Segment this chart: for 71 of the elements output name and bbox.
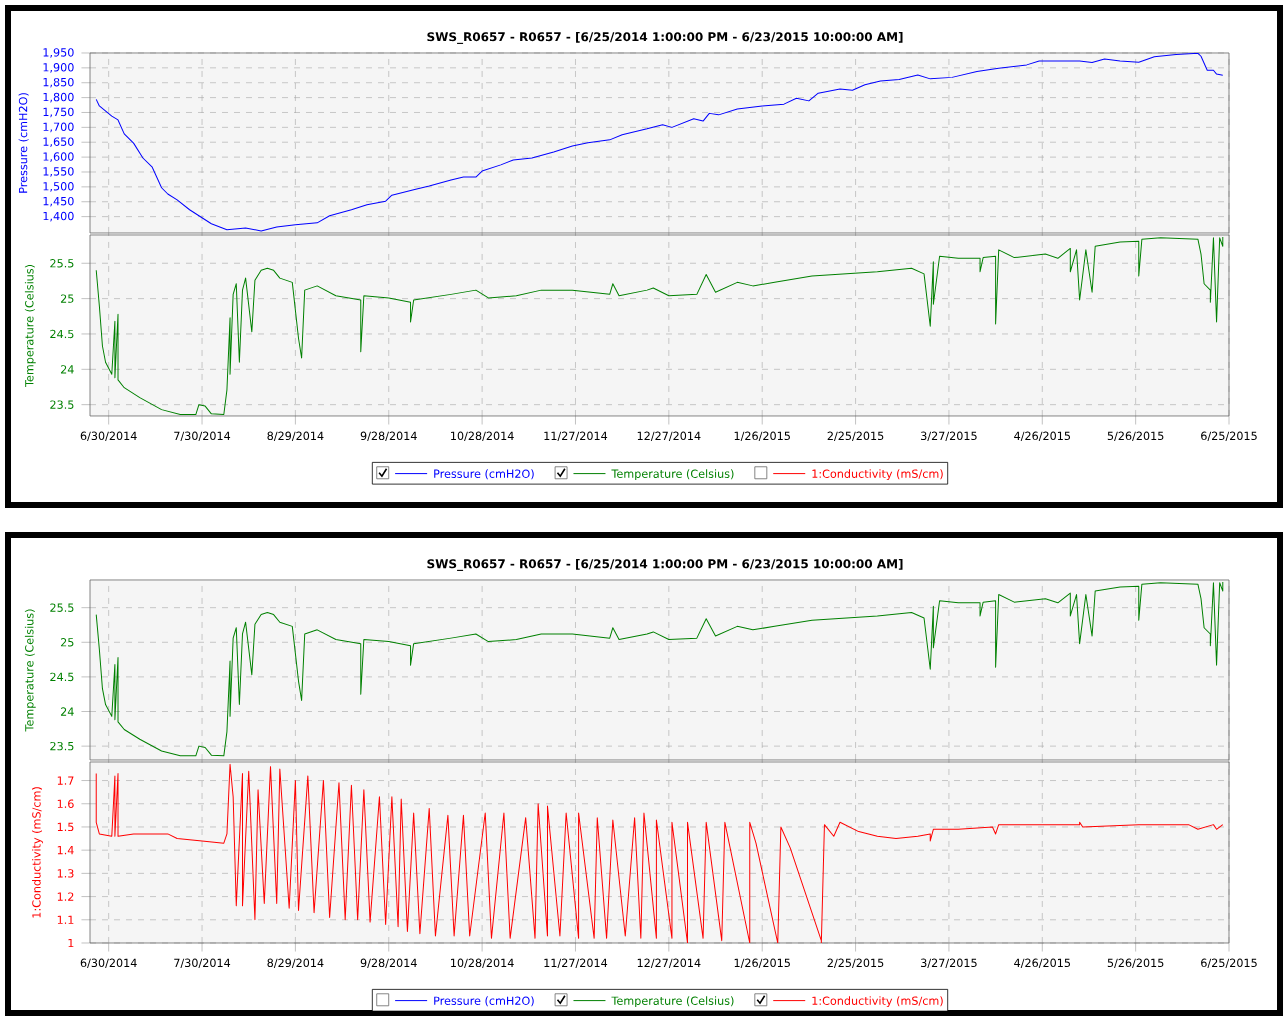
chart-title: SWS_R0657 - R0657 - [6/25/2014 1:00:00 PM - 6/23/2015 10:00:00 AM] bbox=[427, 31, 903, 44]
line-series bbox=[95, 581, 1224, 757]
y-tick-label: 24.5 bbox=[50, 329, 74, 339]
y-tick-label: 1,550 bbox=[43, 167, 74, 177]
x-tick-label: 2/25/2015 bbox=[827, 431, 884, 441]
y-tick-label: 1,600 bbox=[43, 152, 74, 162]
y-axis-title: Temperature (Celsius) bbox=[24, 609, 36, 732]
y-tick-label: 1.3 bbox=[57, 869, 74, 878]
y-tick-label: 1.6 bbox=[57, 799, 74, 808]
x-tick-label: 4/26/2015 bbox=[1014, 431, 1071, 441]
y-tick-label: 25.5 bbox=[50, 603, 74, 612]
y-tick-label: 1,400 bbox=[43, 211, 74, 222]
legend-label: Pressure (cmH2O) bbox=[434, 996, 534, 1007]
x-tick-label: 8/29/2014 bbox=[267, 431, 324, 441]
line-series bbox=[95, 236, 1224, 416]
y-tick-label: 1.2 bbox=[57, 892, 74, 901]
line-series bbox=[95, 52, 1224, 232]
y-tick-label: 1,950 bbox=[43, 48, 74, 58]
y-tick-label: 24 bbox=[60, 707, 74, 716]
y-tick-label: 23.5 bbox=[50, 741, 74, 751]
x-tick-label: 3/27/2015 bbox=[921, 958, 977, 968]
y-tick-label: 24 bbox=[60, 365, 74, 374]
x-tick-label: 6/25/2015 bbox=[1201, 431, 1257, 441]
y-tick-label: 25 bbox=[60, 638, 74, 647]
y-axis-title: Pressure (cmH2O) bbox=[18, 93, 29, 193]
x-tick-label: 7/30/2014 bbox=[174, 958, 231, 968]
y-tick-label: 1.7 bbox=[57, 776, 74, 785]
x-tick-label: 3/27/2015 bbox=[921, 431, 977, 441]
legend-label: 1:Conductivity (mS/cm) bbox=[812, 469, 943, 481]
y-tick-label: 1,650 bbox=[43, 137, 74, 148]
x-tick-label: 12/27/2014 bbox=[637, 431, 701, 441]
y-tick-label: 1.4 bbox=[57, 846, 74, 855]
legend-label: Pressure (cmH2O) bbox=[434, 469, 534, 480]
y-tick-label: 1,450 bbox=[43, 196, 74, 207]
x-tick-label: 5/26/2015 bbox=[1107, 958, 1164, 968]
x-tick-label: 12/27/2014 bbox=[637, 958, 701, 968]
x-tick-label: 1/26/2015 bbox=[734, 431, 790, 441]
y-tick-label: 1,750 bbox=[43, 107, 74, 118]
x-tick-label: 9/28/2014 bbox=[360, 431, 417, 441]
x-tick-label: 6/30/2014 bbox=[80, 958, 137, 968]
chart-title: SWS_R0657 - R0657 - [6/25/2014 1:00:00 PM - 6/23/2015 10:00:00 AM] bbox=[427, 559, 903, 571]
x-tick-label: 8/29/2014 bbox=[267, 958, 324, 968]
y-tick-label: 1.1 bbox=[57, 915, 74, 924]
y-tick-label: 1,900 bbox=[43, 63, 74, 73]
y-tick-label: 1,850 bbox=[43, 77, 74, 88]
x-tick-label: 6/30/2014 bbox=[80, 431, 137, 441]
x-tick-label: 7/30/2014 bbox=[174, 431, 231, 441]
y-tick-label: 1 bbox=[68, 938, 74, 948]
y-tick-label: 1,500 bbox=[43, 182, 74, 192]
legend-label: Temperature (Celsius) bbox=[611, 469, 734, 481]
y-tick-label: 24.5 bbox=[50, 672, 74, 682]
x-tick-label: 9/28/2014 bbox=[360, 958, 417, 968]
y-tick-label: 1,700 bbox=[43, 122, 74, 133]
x-tick-label: 11/27/2014 bbox=[544, 431, 608, 441]
x-tick-label: 10/28/2014 bbox=[451, 431, 514, 441]
y-tick-label: 25 bbox=[60, 294, 74, 303]
x-tick-label: 4/26/2015 bbox=[1014, 958, 1071, 968]
y-tick-label: 1.5 bbox=[57, 822, 74, 832]
y-axis-title: 1:Conductivity (mS/cm) bbox=[32, 787, 43, 918]
legend-label: 1:Conductivity (mS/cm) bbox=[812, 996, 943, 1008]
legend-label: Temperature (Celsius) bbox=[611, 996, 734, 1008]
x-tick-label: 10/28/2014 bbox=[451, 958, 514, 968]
y-tick-label: 25.5 bbox=[50, 259, 74, 268]
x-tick-label: 2/25/2015 bbox=[827, 958, 884, 968]
x-tick-label: 5/26/2015 bbox=[1107, 431, 1164, 441]
y-tick-label: 1,800 bbox=[43, 92, 74, 103]
x-tick-label: 11/27/2014 bbox=[544, 958, 608, 968]
x-tick-label: 1/26/2015 bbox=[734, 958, 790, 968]
y-tick-label: 23.5 bbox=[50, 400, 74, 409]
x-tick-label: 6/25/2015 bbox=[1201, 958, 1257, 968]
y-axis-title: Temperature (Celsius) bbox=[24, 264, 36, 387]
